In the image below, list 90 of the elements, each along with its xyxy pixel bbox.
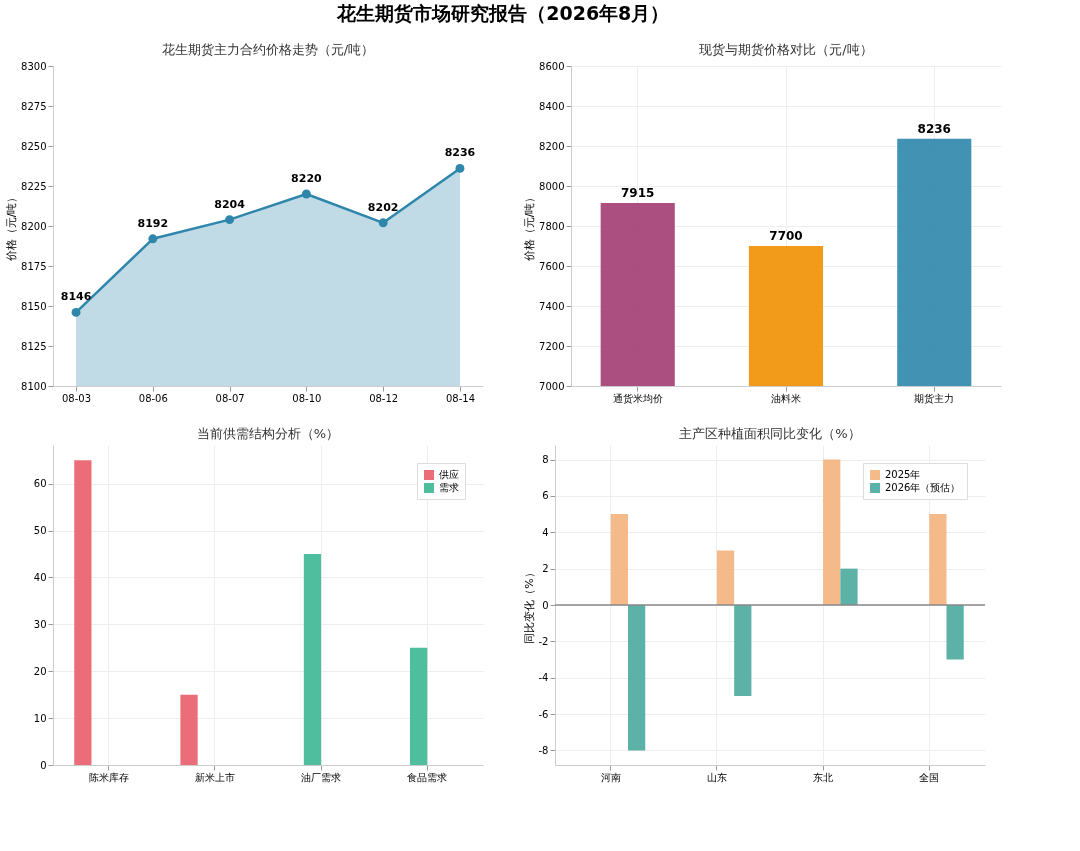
data-label: 8192 [137,216,169,230]
x-tick-label: 食品需求 [407,771,448,783]
chart-title: 现货与期货价格对比（元/吨） [699,42,873,57]
y-tick-label: 8200 [539,140,565,152]
x-tick-label: 新米上市 [194,771,235,783]
y-tick-label: 8200 [21,220,47,232]
y-tick-label: 10 [33,712,47,724]
data-label: 7915 [621,186,655,200]
y-tick-label: 2 [542,563,549,575]
y-tick-label: 7400 [539,300,565,312]
y-tick-label: 6 [542,490,549,502]
x-tick-label: 油厂需求 [301,771,342,783]
x-tick-label: 东北 [813,771,834,783]
y-tick-label: 0 [40,759,47,771]
y-tick-label: 8250 [21,140,47,152]
bar [410,647,428,765]
y-tick-label: 8225 [21,180,47,192]
x-tick-label: 08-12 [369,392,399,404]
y-tick-label: -2 [538,635,549,647]
bar [627,605,646,751]
data-label: 8220 [291,172,323,185]
chart-title: 花生期货主力合约价格走势（元/吨） [161,42,375,57]
bar [180,694,198,765]
data-label: 8236 [444,146,476,160]
y-tick-label: 8175 [21,260,47,272]
x-tick-label: 08-14 [445,392,475,404]
y-tick-label: 4 [542,526,549,538]
x-tick-label: 08-07 [215,392,245,404]
x-tick-label: 08-10 [292,392,322,404]
y-tick-label: 8275 [21,100,47,112]
chart-title: 当前供需结构分析（%） [196,426,340,441]
legend-label: 2026年（预估） [885,482,961,493]
x-tick-label: 油料米 [771,392,801,404]
x-tick-label: 08-06 [138,392,168,404]
legend-label: 2025年 [885,469,921,480]
bar [946,605,964,660]
bar [823,459,841,605]
data-label: 8204 [214,197,246,211]
bar [929,514,947,605]
y-tick-label: 8400 [539,100,565,112]
x-tick-label: 陈米库存 [88,771,129,783]
y-tick-label: 0 [542,599,549,611]
y-tick-label: 8125 [21,340,47,352]
y-tick-label: 8150 [21,300,47,312]
y-tick-label: 30 [33,618,47,630]
y-axis-title: 价格（元/吨） [523,191,537,263]
bar [74,460,92,765]
x-tick-label: 通货米均价 [612,392,663,404]
y-tick-label: 7800 [539,220,565,232]
y-tick-label: -4 [538,672,549,684]
y-tick-label: -8 [538,744,549,756]
x-tick-label: 期货主力 [914,392,955,404]
bar [716,550,735,605]
y-tick-label: 8100 [21,380,47,392]
y-tick-label: 8 [542,454,549,466]
x-tick-label: 山东 [706,771,727,783]
bar [734,605,752,696]
point [301,189,311,199]
y-tick-label: 7600 [539,260,565,272]
x-tick-label: 08-03 [62,392,92,404]
text: 花生期货市场研究报告（2026年8月） [336,2,670,24]
y-tick-label: 8600 [539,60,565,72]
data-label: 8202 [367,200,399,214]
point [71,307,81,317]
y-tick-label: 50 [33,525,47,537]
data-label: 7700 [769,229,803,243]
legend-label: 需求 [439,482,459,493]
y-tick-label: 8300 [21,60,47,72]
bar [610,514,628,605]
point [148,234,158,244]
point [378,218,388,228]
y-tick-label: 60 [33,478,47,490]
point [455,163,465,173]
x-tick-label: 全国 [919,771,940,783]
data-label: 8236 [917,121,951,136]
y-tick-label: 8000 [539,180,565,192]
legend-label: 供应 [439,469,459,480]
data-label: 8146 [60,290,92,304]
chart-title: 主产区种植面积同比变化（%） [679,426,861,441]
bar [840,568,858,605]
x-tick-label: 河南 [600,771,621,783]
y-tick-label: 7000 [539,380,565,392]
bar [303,554,322,765]
y-tick-label: 40 [33,571,47,583]
y-tick-label: 7200 [539,340,565,352]
y-tick-label: -6 [538,708,549,720]
y-tick-label: 20 [33,665,47,677]
y-axis-title: 同比变化（%） [522,567,536,644]
y-axis-title: 价格（元/吨） [5,191,19,263]
point [225,215,235,225]
